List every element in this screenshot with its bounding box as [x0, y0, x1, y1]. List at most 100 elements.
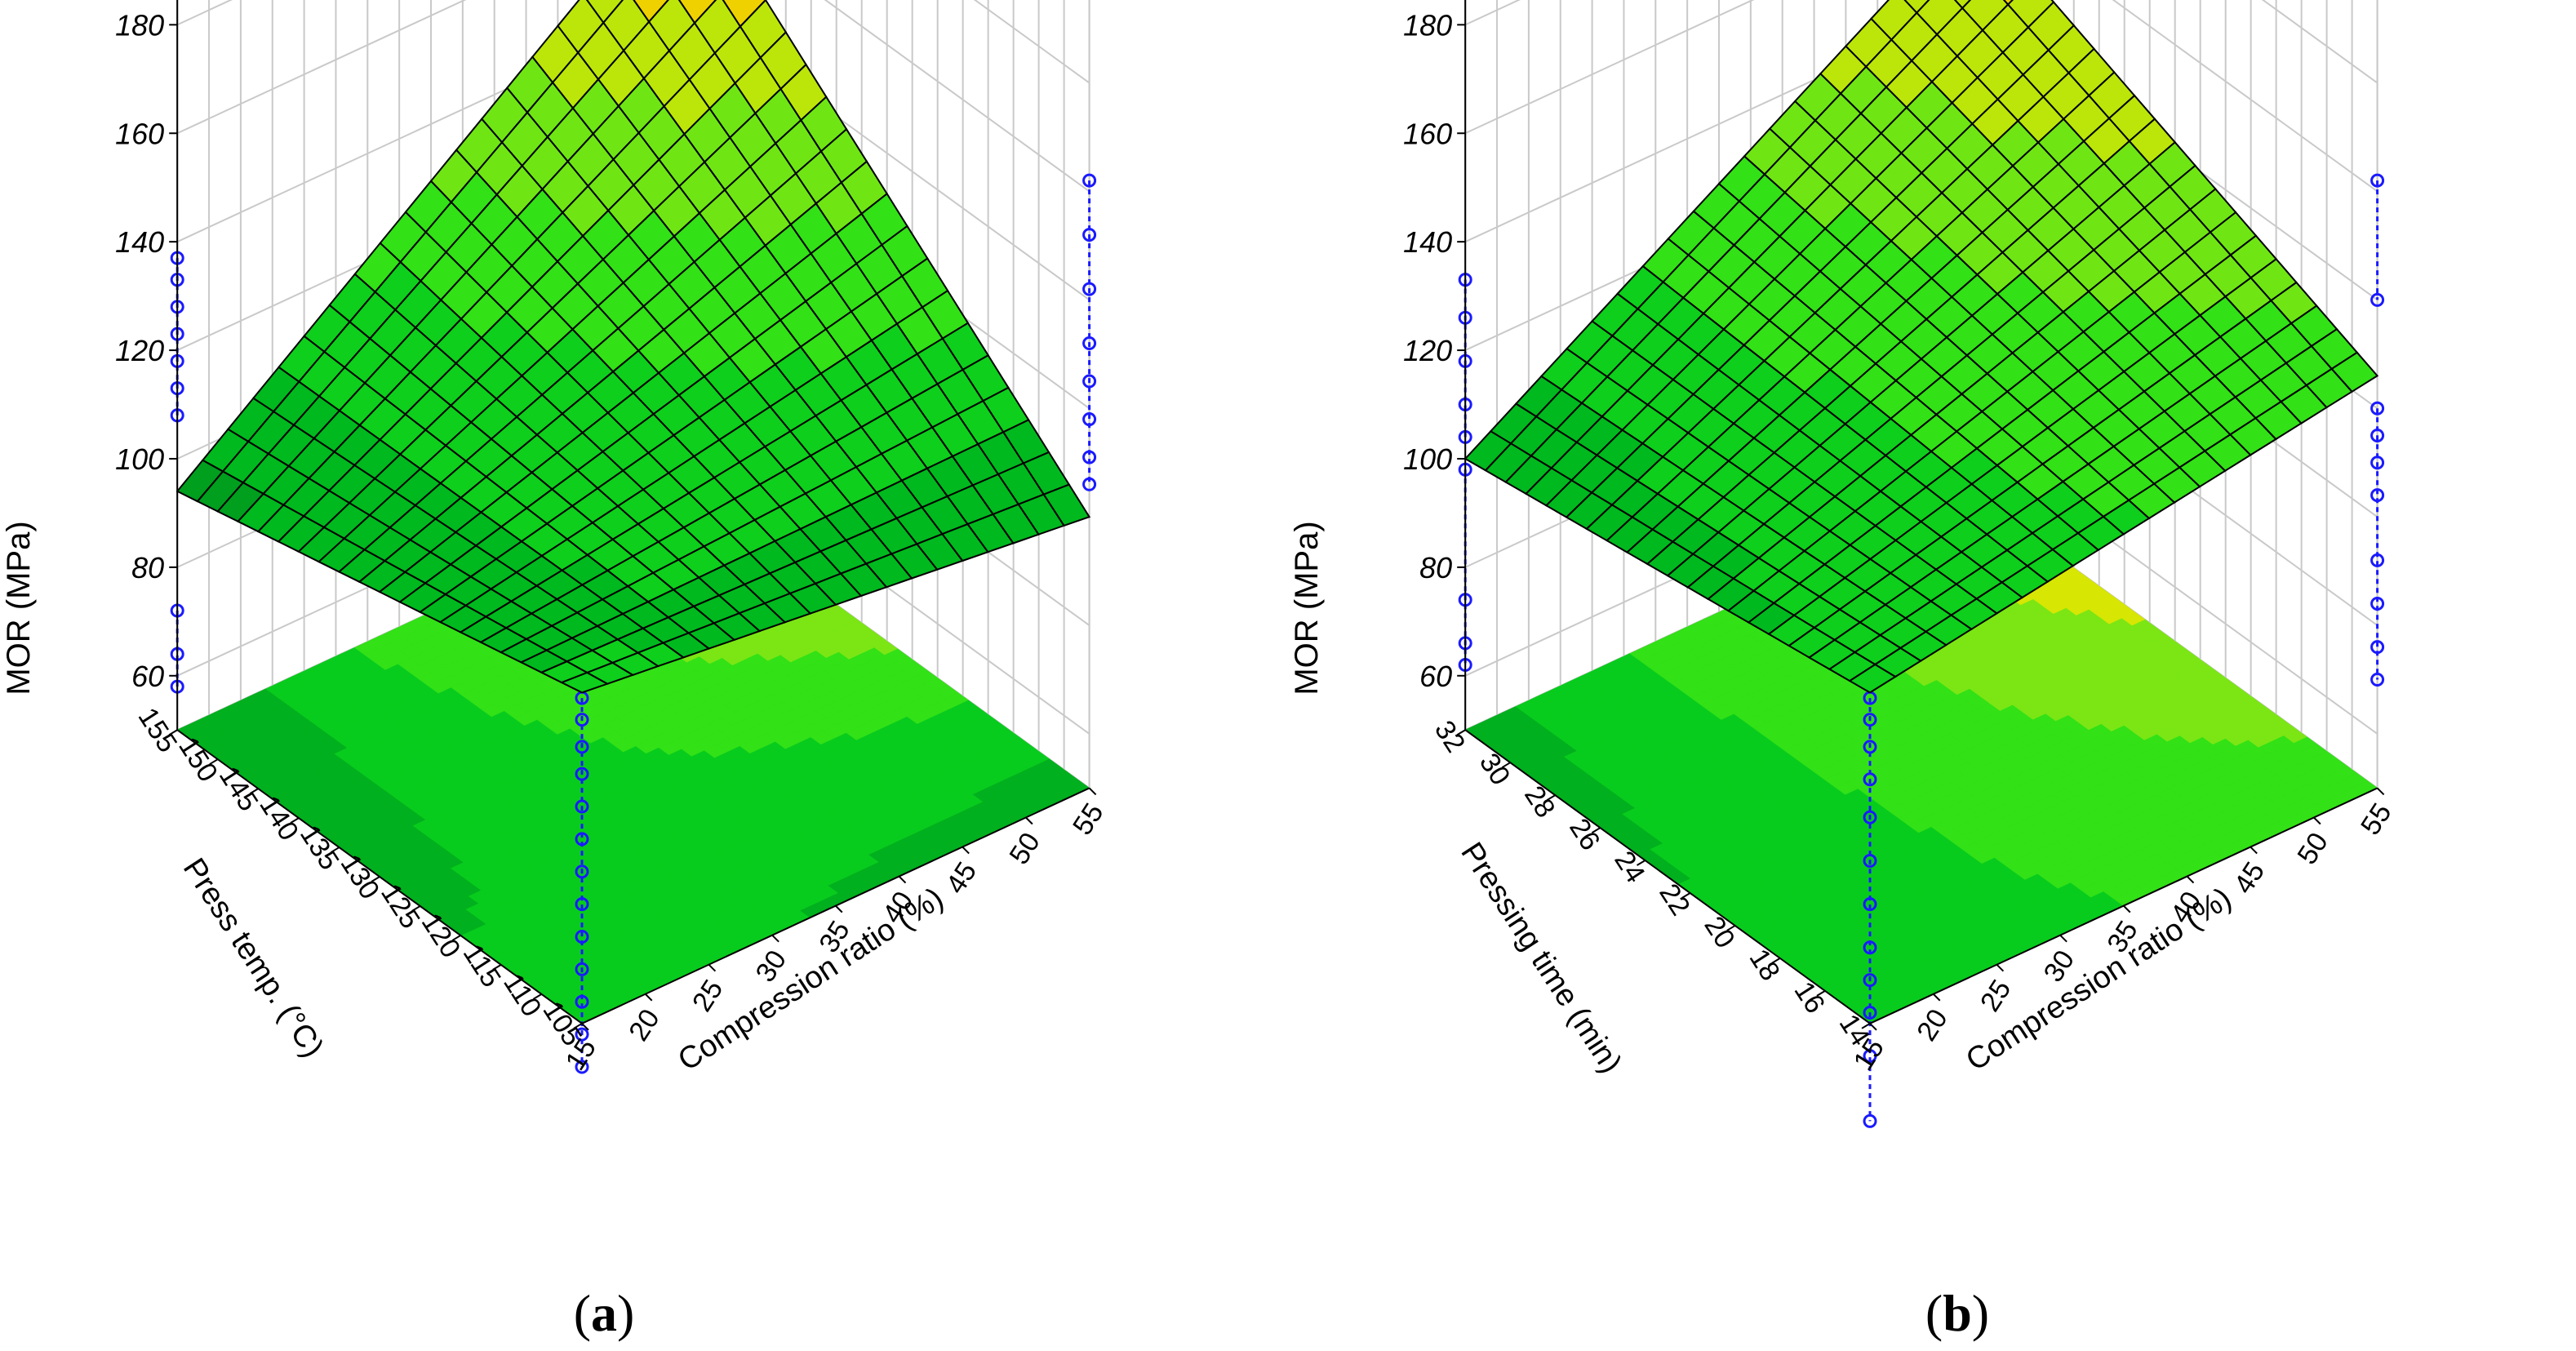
- panel-letter-b: b: [1943, 1284, 1972, 1342]
- panel-caption-a: (a): [574, 1284, 635, 1342]
- observation-point: [575, 929, 589, 944]
- z-tick-label: 120: [115, 334, 164, 367]
- y-tick: [1771, 958, 1781, 964]
- observation-point: [2370, 428, 2385, 442]
- observation-point: [1082, 412, 1097, 427]
- surface-cell: [1848, 663, 1898, 694]
- observation-point: [1863, 897, 1877, 912]
- y-tick: [492, 964, 502, 971]
- observation-point: [2370, 401, 2385, 416]
- observation-point: [1863, 1049, 1877, 1064]
- z-axis-title-a: MOR (MPa): [1, 521, 37, 695]
- y-tick: [411, 905, 421, 912]
- x-tick: [581, 1023, 589, 1031]
- surface-cell: [1953, 0, 1972, 10]
- y-tick: [532, 993, 542, 1000]
- y-axis-line: [1464, 729, 1871, 1024]
- observation-point: [1863, 1113, 1877, 1128]
- x-tick: [2250, 846, 2258, 855]
- observation-point: [1082, 374, 1097, 389]
- x-tick-label: 50: [2291, 827, 2334, 869]
- x-tick: [1088, 787, 1097, 796]
- observation-point: [1863, 810, 1877, 824]
- observation-point: [575, 1060, 589, 1074]
- observation-point: [1082, 282, 1097, 296]
- x-tick: [2186, 875, 2195, 884]
- observation-point: [575, 1027, 589, 1042]
- observation-point: [575, 740, 589, 754]
- z-tick-label: 180: [115, 8, 164, 42]
- x-tick: [898, 875, 907, 884]
- observation-point: [2370, 292, 2385, 307]
- y-tick: [331, 847, 340, 853]
- chart-a: 6080100120140160180200105110115120125130…: [1, 0, 1110, 1342]
- y-tick: [1456, 729, 1466, 736]
- x-tick: [1869, 1023, 1877, 1031]
- z-tick-label: 120: [1403, 334, 1452, 367]
- response-surface-a: [175, 0, 1091, 694]
- x-tick: [1932, 993, 1941, 1002]
- y-tick: [1591, 827, 1601, 833]
- observation-point: [1082, 336, 1097, 351]
- observation-point: [2370, 640, 2385, 655]
- surface-cell: [559, 671, 610, 694]
- x-tick-label: 55: [2355, 798, 2397, 840]
- z-tick-label: 180: [1403, 8, 1452, 42]
- response-surface-b: [1463, 0, 2379, 694]
- observation-point: [2370, 673, 2385, 687]
- y-tick: [573, 1022, 583, 1029]
- x-tick: [962, 846, 970, 855]
- z-tick-label: 160: [1403, 117, 1452, 150]
- z-tick-label: 140: [1403, 225, 1452, 259]
- observation-point: [575, 962, 589, 976]
- y-tick: [1816, 989, 1826, 997]
- z-tick-label: 80: [1419, 551, 1452, 584]
- x-tick-label: 20: [1911, 1004, 1953, 1047]
- observation-point: [1863, 740, 1877, 754]
- observation-point: [1863, 1006, 1877, 1020]
- x-tick: [835, 904, 843, 913]
- x-tick: [771, 934, 779, 943]
- x-tick: [1996, 964, 2005, 972]
- y-tick: [1637, 860, 1646, 866]
- observation-point: [2370, 173, 2385, 188]
- observation-point: [2370, 456, 2385, 470]
- y-tick: [209, 758, 219, 766]
- z-tick-label: 100: [1403, 442, 1452, 476]
- chart-b: 6080100120140160180200141618202224262830…: [1289, 0, 2398, 1342]
- observation-point: [1863, 853, 1877, 868]
- observation-point: [2370, 488, 2385, 503]
- observation-point: [1082, 173, 1097, 188]
- observation-point: [575, 799, 589, 814]
- x-tick: [2059, 934, 2067, 943]
- x-tick: [708, 964, 717, 972]
- y-tick: [249, 788, 259, 795]
- x-tick-label: 50: [1003, 827, 1046, 869]
- x-tick: [2313, 816, 2321, 825]
- z-tick-label: 60: [1419, 660, 1452, 693]
- panel-letter-a: a: [591, 1284, 617, 1342]
- observation-point: [1863, 772, 1877, 787]
- observation-point: [575, 767, 589, 781]
- z-tick-label: 100: [115, 442, 164, 476]
- observation-point: [1863, 713, 1877, 727]
- x-tick: [2123, 904, 2131, 913]
- observation-point: [1082, 450, 1097, 464]
- x-tick-label: 25: [1974, 975, 2017, 1017]
- x-tick-label: 45: [940, 856, 983, 899]
- z-tick-label: 80: [131, 551, 164, 584]
- y-tick: [451, 935, 461, 941]
- observation-point: [575, 864, 589, 879]
- y-axis-title-a: Press temp. (°C): [176, 852, 330, 1064]
- z-tick-label: 160: [115, 117, 164, 150]
- observation-point: [575, 897, 589, 912]
- panel-caption-b: (b): [1925, 1284, 1989, 1342]
- y-axis-title-b: Pressing time (min): [1454, 837, 1628, 1079]
- y-tick: [290, 817, 300, 824]
- x-tick-label: 25: [686, 975, 729, 1017]
- x-tick-label: 55: [1067, 798, 1109, 840]
- y-tick: [1546, 794, 1556, 801]
- observation-point: [1863, 940, 1877, 955]
- observation-point: [2370, 553, 2385, 567]
- observation-point: [575, 994, 589, 1009]
